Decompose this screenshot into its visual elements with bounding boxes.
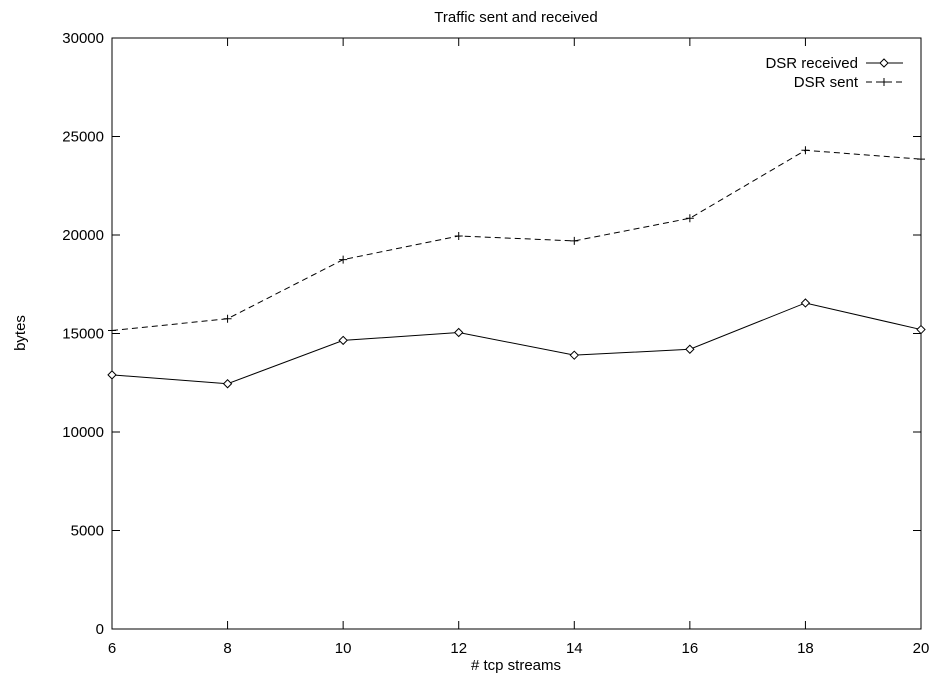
data-point [570, 236, 579, 245]
series-dsr-received [107, 298, 926, 389]
data-point [107, 370, 117, 380]
chart-title: Traffic sent and received [434, 9, 597, 26]
legend-marker-dsr-received [879, 58, 889, 68]
data-point [454, 327, 464, 338]
data-point [917, 155, 925, 164]
series-line-dsr-received [111, 302, 922, 385]
y-axis-label: bytes [12, 315, 29, 351]
x-tick-label: 8 [223, 640, 231, 657]
x-tick-label: 18 [797, 640, 814, 657]
series-line-dsr-sent [111, 149, 922, 332]
y-tick-label: 0 [96, 621, 104, 638]
data-point [685, 214, 694, 223]
data-point [339, 255, 348, 264]
y-tick-label: 5000 [71, 523, 104, 540]
y-axis: 0 5000 10000 15000 20000 25000 30000 [62, 30, 921, 638]
x-axis: 6 8 10 12 14 16 18 20 [108, 38, 930, 657]
data-point [222, 379, 233, 389]
y-tick-label: 30000 [62, 30, 104, 47]
plot-frame [111, 37, 922, 630]
x-tick-label: 10 [335, 640, 352, 657]
x-tick-label: 12 [450, 640, 467, 657]
data-point [338, 335, 348, 346]
y-tick-label: 10000 [62, 424, 104, 441]
legend-label-dsr-received: DSR received [765, 55, 858, 72]
data-point [685, 344, 695, 354]
data-point [916, 324, 926, 335]
legend-label-dsr-sent: DSR sent [794, 74, 859, 91]
data-point [454, 231, 463, 240]
y-tick-label: 20000 [62, 227, 104, 244]
data-point [108, 326, 116, 335]
legend: DSR received DSR sent [765, 55, 903, 91]
data-point [801, 146, 810, 155]
series-dsr-sent [108, 146, 925, 335]
x-axis-label: # tcp streams [471, 657, 561, 674]
data-point [569, 350, 579, 360]
data-point [800, 298, 811, 308]
series-layer [107, 146, 926, 389]
x-tick-label: 16 [682, 640, 699, 657]
y-tick-label: 25000 [62, 129, 104, 146]
x-tick-label: 6 [108, 640, 116, 657]
x-tick-label: 20 [913, 640, 930, 657]
data-point [223, 314, 232, 323]
legend-marker-dsr-sent [880, 78, 888, 86]
x-tick-label: 14 [566, 640, 583, 657]
y-tick-label: 15000 [62, 326, 104, 343]
